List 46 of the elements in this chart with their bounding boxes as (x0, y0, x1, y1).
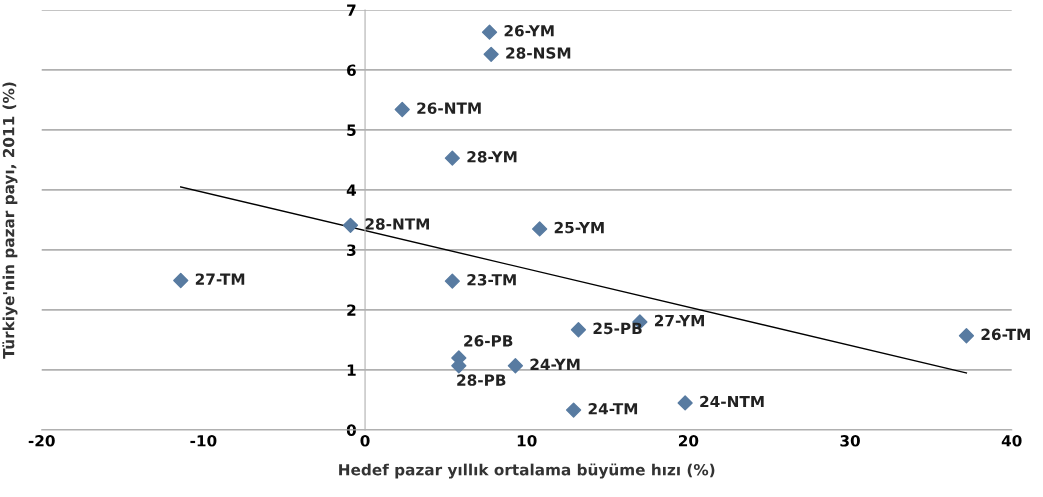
annotation: 24-NTM (700, 395, 764, 408)
y-axis-title: Türkiye'nin pazar payı, 2011 (%) (2, 82, 18, 359)
point (958, 328, 975, 344)
annotation: 26-PB (464, 335, 513, 347)
point (481, 24, 498, 40)
annotation: 26-NTM (417, 102, 481, 114)
annotation: 28-NSM (506, 47, 571, 59)
y-tick-label: 7 (347, 4, 356, 16)
y-tick-label: 4 (346, 184, 357, 196)
y-tick-label: 3 (347, 244, 356, 256)
x-tick-label: 10 (517, 435, 537, 447)
annotation: 27-TM (195, 273, 245, 285)
x-tick-label: -20 (28, 435, 55, 447)
point (444, 273, 460, 289)
x-tick-label: -10 (190, 435, 217, 447)
point (173, 272, 189, 289)
annotation: 28-YM (467, 151, 517, 163)
annotation: 28-NTM (365, 218, 429, 230)
annotation: 23-TM (467, 273, 516, 286)
point (394, 101, 410, 118)
x-axis-title: Hedef pazar yıllık ortalama büyüme hızı (%) (339, 463, 715, 479)
point (532, 221, 548, 237)
point (483, 46, 499, 62)
y-tick-label: 5 (347, 124, 356, 136)
annotation: 25-YM (554, 221, 604, 234)
point (677, 395, 693, 411)
x-tick-label: 40 (1001, 435, 1022, 447)
point (565, 402, 582, 418)
point (444, 150, 460, 166)
annotation: 24-TM (588, 402, 638, 415)
point (507, 358, 524, 374)
annotation: 27-YM (654, 314, 704, 327)
annotation: 24-YM (530, 358, 580, 370)
y-tick-label: 1 (347, 364, 356, 376)
y-tick-label: 2 (347, 304, 356, 316)
annotation: 26-TM (981, 328, 1030, 341)
x-tick-label: 0 (360, 435, 370, 447)
point (342, 217, 359, 233)
x-tick-label: 30 (840, 435, 860, 447)
x-tick-label: 20 (678, 435, 699, 447)
y-tick-label: 0 (346, 424, 356, 436)
y-tick-label: 6 (347, 64, 356, 76)
annotation: 28-PB (457, 374, 506, 386)
annotation: 25-PB (593, 322, 642, 335)
annotation: 26-YM (504, 25, 554, 37)
point (570, 322, 587, 338)
